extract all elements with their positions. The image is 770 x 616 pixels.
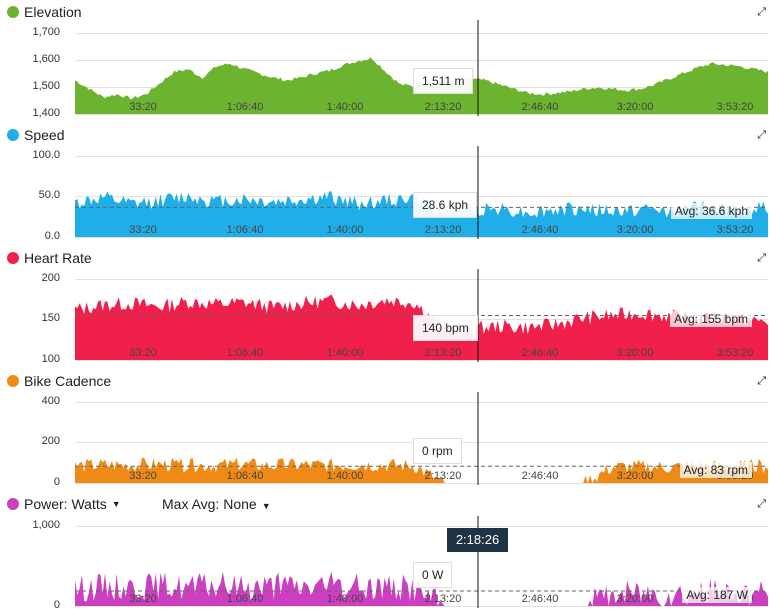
y-tick-label: 0 xyxy=(53,476,60,488)
value-tooltip: 0 W xyxy=(413,562,453,588)
expand-icon[interactable]: ⤢ xyxy=(757,129,766,141)
x-tick-label: 33:20 xyxy=(129,593,157,605)
x-tick-label: 3:53:20 xyxy=(717,347,754,359)
x-tick-label: 3:20:00 xyxy=(617,347,654,359)
y-tick-label: 200 xyxy=(41,272,60,284)
max-avg-label: Max Avg: None xyxy=(162,496,257,512)
series-color-dot xyxy=(7,6,19,18)
panel-title-heart_rate: Heart Rate xyxy=(7,250,92,266)
y-tick-label: 0 xyxy=(53,599,60,611)
x-tick-label: 3:20:00 xyxy=(617,101,654,113)
chart-panel-speed: Speed ⤢ 100.0 50.0 0.0 33:20 1:06:40 1:40:00 2:1… xyxy=(0,123,770,246)
chart-panel-heart_rate: Heart Rate ⤢ 200 150 100 33:20 1:06:40 1:40:00 2… xyxy=(0,246,770,369)
chart-panel-power: Power: Watts ▼ Max Avg: None ▼ ⤢ 1,000 0 33:20 1… xyxy=(0,492,770,615)
average-label: Avg: 83 rpm xyxy=(679,462,752,479)
x-tick-label: 1:40:00 xyxy=(327,101,364,113)
y-tick-label: 150 xyxy=(41,312,60,324)
x-tick-label: 2:46:40 xyxy=(522,470,559,482)
x-tick-label: 2:13:20 xyxy=(425,101,462,113)
x-tick-label: 1:40:00 xyxy=(327,224,364,236)
panel-title-elevation: Elevation xyxy=(7,4,82,20)
plot-svg: 33:20 1:06:40 1:40:00 2:13:20 2:46:40 3:20:00… xyxy=(75,20,768,116)
y-tick-label: 100.0 xyxy=(32,149,60,161)
value-tooltip: 0 rpm xyxy=(413,438,462,464)
y-tick-label: 0.0 xyxy=(44,230,60,242)
x-tick-label: 2:46:40 xyxy=(522,347,559,359)
expand-icon[interactable]: ⤢ xyxy=(757,6,766,18)
x-tick-label: 33:20 xyxy=(129,101,157,113)
series-area-power xyxy=(75,571,768,606)
x-tick-label: 1:40:00 xyxy=(327,347,364,359)
panel-title-text: Speed xyxy=(24,127,65,143)
average-label: Avg: 187 W xyxy=(682,587,752,604)
y-tick-label: 1,700 xyxy=(32,26,60,38)
x-tick-label: 2:13:20 xyxy=(425,347,462,359)
y-tick-label: 50.0 xyxy=(38,189,60,201)
plot-svg: 33:20 1:06:40 1:40:00 2:13:20 2:46:40 3:20:00… xyxy=(75,392,768,485)
y-tick-label: 100 xyxy=(41,353,60,365)
x-tick-label: 3:20:00 xyxy=(617,224,654,236)
x-tick-label: 33:20 xyxy=(129,347,157,359)
expand-icon[interactable]: ⤢ xyxy=(757,498,766,510)
cursor-time-label: 2:18:26 xyxy=(447,528,508,552)
series-color-dot xyxy=(7,129,19,141)
y-tick-label: 1,600 xyxy=(32,53,60,65)
y-tick-label: 1,500 xyxy=(32,80,60,92)
average-label: Avg: 155 bpm xyxy=(670,311,752,328)
value-tooltip: 1,511 m xyxy=(413,68,474,94)
x-tick-label: 3:53:20 xyxy=(717,224,754,236)
x-tick-label: 3:53:20 xyxy=(717,101,754,113)
x-tick-label: 1:06:40 xyxy=(227,101,264,113)
y-tick-label: 200 xyxy=(41,435,60,447)
y-tick-label: 400 xyxy=(41,395,60,407)
series-color-dot xyxy=(7,498,19,510)
series-area-cadence xyxy=(75,457,768,483)
x-tick-label: 1:06:40 xyxy=(227,593,264,605)
panel-title-text: Bike Cadence xyxy=(24,373,112,389)
x-tick-label: 1:40:00 xyxy=(327,470,364,482)
panel-title-power[interactable]: Power: Watts ▼ xyxy=(7,496,121,512)
x-tick-label: 2:46:40 xyxy=(522,224,559,236)
plot-area-power[interactable]: 33:20 1:06:40 1:40:00 2:13:20 2:46:40 3:20:00… xyxy=(75,516,768,608)
chart-panel-cadence: Bike Cadence ⤢ 400 200 0 33:20 1:06:40 1:40:00 2… xyxy=(0,369,770,492)
series-color-dot xyxy=(7,375,19,387)
plot-svg: 33:20 1:06:40 1:40:00 2:13:20 2:46:40 3:20:00… xyxy=(75,516,768,608)
x-tick-label: 2:46:40 xyxy=(522,101,559,113)
x-tick-label: 1:06:40 xyxy=(227,224,264,236)
x-tick-label: 2:13:20 xyxy=(425,470,462,482)
plot-area-speed[interactable]: 33:20 1:06:40 1:40:00 2:13:20 2:46:40 3:20:00… xyxy=(75,146,768,239)
x-tick-label: 2:13:20 xyxy=(425,224,462,236)
x-tick-label: 1:06:40 xyxy=(227,470,264,482)
series-color-dot xyxy=(7,252,19,264)
plot-area-cadence[interactable]: 33:20 1:06:40 1:40:00 2:13:20 2:46:40 3:20:00… xyxy=(75,392,768,485)
chart-panel-elevation: Elevation ⤢ 1,700 1,600 1,500 1,400 33:20 1:06:… xyxy=(0,0,770,123)
y-tick-label: 1,400 xyxy=(32,107,60,119)
plot-area-elevation[interactable]: 33:20 1:06:40 1:40:00 2:13:20 2:46:40 3:20:00… xyxy=(75,20,768,116)
plot-area-heart_rate[interactable]: 33:20 1:06:40 1:40:00 2:13:20 2:46:40 3:20:00… xyxy=(75,269,768,362)
x-tick-label: 3:20:00 xyxy=(617,470,654,482)
value-tooltip: 140 bpm xyxy=(413,315,478,341)
expand-icon[interactable]: ⤢ xyxy=(757,375,766,387)
value-tooltip: 28.6 kph xyxy=(413,192,478,218)
max-avg-dropdown[interactable]: Max Avg: None ▼ xyxy=(162,496,271,512)
expand-icon[interactable]: ⤢ xyxy=(757,252,766,264)
x-tick-label: 2:46:40 xyxy=(522,593,559,605)
x-tick-label: 3:20:00 xyxy=(617,593,654,605)
chevron-down-icon: ▼ xyxy=(261,501,271,511)
panel-title-cadence: Bike Cadence xyxy=(7,373,111,389)
x-tick-label: 33:20 xyxy=(129,224,157,236)
x-tick-label: 1:40:00 xyxy=(327,593,364,605)
chevron-down-icon[interactable]: ▼ xyxy=(111,499,121,509)
average-label: Avg: 36.6 kph xyxy=(670,203,752,220)
x-tick-label: 1:06:40 xyxy=(227,347,264,359)
x-tick-label: 2:13:20 xyxy=(425,593,462,605)
panel-title-speed: Speed xyxy=(7,127,64,143)
y-tick-label: 1,000 xyxy=(32,519,60,531)
panel-title-text: Elevation xyxy=(24,4,82,20)
series-area-elevation xyxy=(75,57,768,114)
x-tick-label: 33:20 xyxy=(129,470,157,482)
panel-title-text: Heart Rate xyxy=(24,250,92,266)
panel-title-text: Power: Watts xyxy=(24,496,107,512)
